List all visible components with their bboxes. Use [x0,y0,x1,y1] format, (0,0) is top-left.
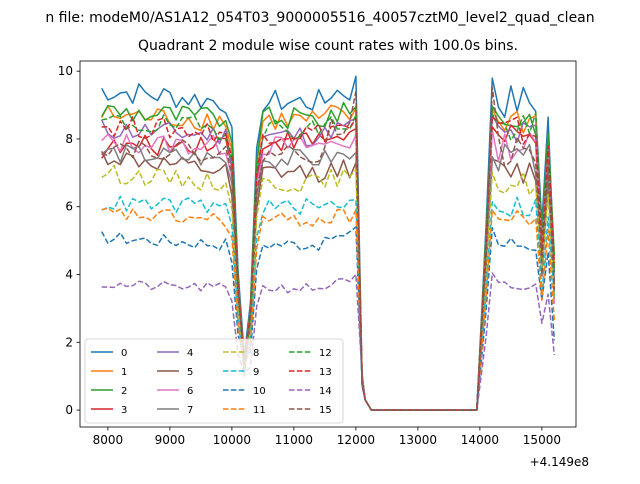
axis-ticks: 8000 9000 10000 11000 12000 13000 14000 15000 0 2… [58,64,561,447]
legend-label-1: 1 [121,367,127,378]
y-tick-label: 0 [65,403,73,417]
legend-label-6: 6 [187,386,193,397]
axes-border [79,60,577,428]
y-tick-label: 4 [65,268,73,282]
y-tick-label: 8 [65,132,73,146]
legend-label-3: 3 [121,405,127,416]
legend-box [84,338,344,424]
legend-label-11: 11 [253,405,266,416]
legend-label-12: 12 [319,348,332,359]
legend-label-2: 2 [121,386,127,397]
axes-frame [79,60,577,428]
x-tick-label: 13000 [399,433,437,447]
series-line-15 [101,86,556,411]
x-tick-label: 12000 [337,433,375,447]
x-tick-label: 11000 [275,433,313,447]
x-tick-label: 9000 [155,433,186,447]
chart-title: Quadrant 2 module wise count rates with … [138,38,518,54]
legend-label-15: 15 [319,405,332,416]
x-tick-label: 15000 [523,433,561,447]
x-offset-label: +4.149e8 [530,455,589,469]
y-tick-label: 10 [58,64,73,78]
figure-suptitle: n file: modeM0/AS1A12_054T03_9000005516_… [45,10,594,26]
legend-label-5: 5 [187,367,193,378]
legend-label-14: 14 [319,386,332,397]
legend-label-4: 4 [187,348,193,359]
legend-label-13: 13 [319,367,332,378]
y-tick-label: 6 [65,200,73,214]
legend-label-10: 10 [253,386,266,397]
y-tick-label: 2 [65,335,73,349]
x-tick-label: 8000 [93,433,124,447]
x-tick-label: 14000 [461,433,499,447]
legend-label-0: 0 [121,348,127,359]
x-tick-label: 10000 [213,433,251,447]
series-lines [101,75,556,411]
legend-label-7: 7 [187,405,193,416]
legend-label-9: 9 [253,367,259,378]
legend-label-8: 8 [253,348,259,359]
